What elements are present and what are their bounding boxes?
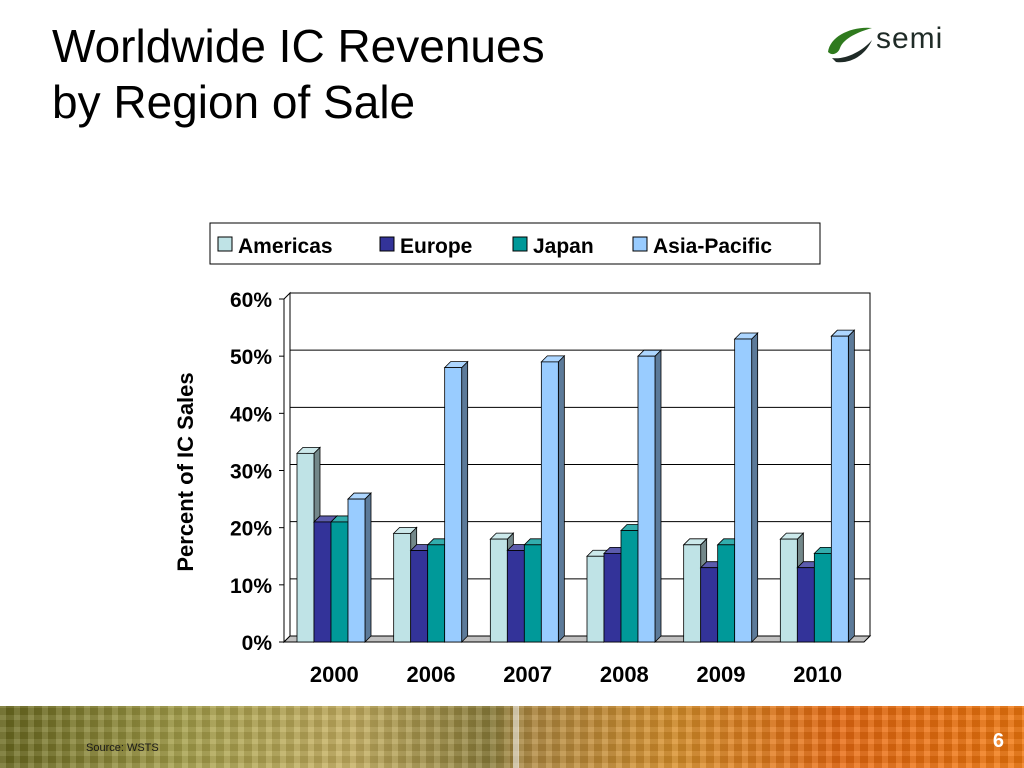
- bar-front: [489, 538, 508, 643]
- y-tick-label: 40%: [230, 403, 272, 426]
- bar-asia-pacific-2006: [443, 360, 469, 643]
- bar-side: [751, 332, 759, 643]
- plot-side-wall: [283, 291, 291, 644]
- legend-swatch: [379, 236, 395, 252]
- legend-swatch: [512, 236, 528, 252]
- bar-front: [427, 544, 446, 643]
- footer-divider: [513, 706, 519, 768]
- x-tick-label: 2010: [793, 662, 842, 687]
- legend-label: Europe: [400, 235, 472, 258]
- footer-texture: [0, 706, 1024, 768]
- bar-front: [683, 544, 702, 643]
- y-tick-label: 10%: [230, 575, 272, 598]
- x-tick-label: 2000: [310, 662, 359, 687]
- logo-text: semi: [876, 22, 944, 55]
- bar-asia-pacific-2010: [830, 329, 856, 643]
- bar-front: [393, 532, 412, 643]
- bar-front: [313, 521, 332, 643]
- bar-front: [603, 552, 622, 643]
- bar-side: [847, 329, 855, 643]
- plot-area: 0% 10% 20% 30% 40% 50% 60% 2000 2006 2007 2008 2009…: [230, 289, 872, 687]
- page-number: 6: [992, 730, 1004, 752]
- bar-front: [506, 550, 525, 643]
- y-tick-label: 20%: [230, 518, 272, 541]
- bar-front: [444, 367, 463, 643]
- bar-side: [557, 354, 565, 643]
- bar-front: [586, 555, 605, 643]
- x-tick-label: 2009: [697, 662, 746, 687]
- legend-label: Asia-Pacific: [653, 235, 772, 258]
- legend-swatch: [632, 236, 648, 252]
- y-tick-label: 60%: [230, 289, 272, 312]
- bar-side: [654, 349, 662, 643]
- bar-front: [347, 498, 366, 643]
- chart-legend: Americas Europe Japan Asia-Pacific: [209, 222, 821, 265]
- revenue-chart: Americas Europe Japan Asia-Pacific 0% 10% 20%…: [173, 222, 872, 687]
- bar-asia-pacific-2008: [637, 349, 662, 643]
- x-tick-label: 2006: [407, 662, 456, 687]
- y-tick-label: 0%: [242, 632, 273, 655]
- bar-asia-pacific-2007: [540, 354, 566, 643]
- legend-swatch: [217, 236, 233, 252]
- x-tick-label: 2008: [600, 662, 649, 687]
- legend-label: Americas: [238, 235, 333, 258]
- bar-front: [779, 538, 798, 643]
- bar-front: [620, 530, 639, 643]
- semi-logo: semi: [822, 18, 978, 68]
- legend-label: Japan: [533, 235, 594, 258]
- footer-band: Source: WSTS 6: [0, 706, 1024, 768]
- bar-front: [813, 552, 832, 643]
- bar-asia-pacific-2009: [733, 332, 759, 643]
- y-tick-label: 50%: [230, 346, 272, 369]
- bar-front: [330, 521, 349, 643]
- bar-front: [796, 567, 815, 643]
- bar-front: [637, 355, 656, 643]
- bar-front: [296, 452, 315, 643]
- y-tick-label: 30%: [230, 461, 272, 484]
- bar-front: [523, 544, 542, 643]
- bar-side: [461, 360, 469, 643]
- bar-front: [830, 335, 849, 643]
- title-line-1: Worldwide IC Revenues: [52, 20, 545, 72]
- bar-front: [717, 544, 736, 643]
- bar-front: [734, 338, 753, 643]
- title-line-2: by Region of Sale: [52, 76, 416, 128]
- source-note: Source: WSTS: [86, 742, 159, 754]
- bar-front: [700, 567, 719, 643]
- x-tick-label: 2007: [503, 662, 552, 687]
- y-axis-label: Percent of IC Sales: [173, 372, 198, 571]
- slide-title: Worldwide IC Revenues by Region of Sale: [52, 18, 545, 130]
- bar-front: [540, 361, 559, 643]
- bar-front: [410, 550, 429, 643]
- bar-asia-pacific-2000: [347, 492, 372, 643]
- bar-side: [364, 492, 372, 643]
- semi-swoosh-icon: [828, 27, 872, 63]
